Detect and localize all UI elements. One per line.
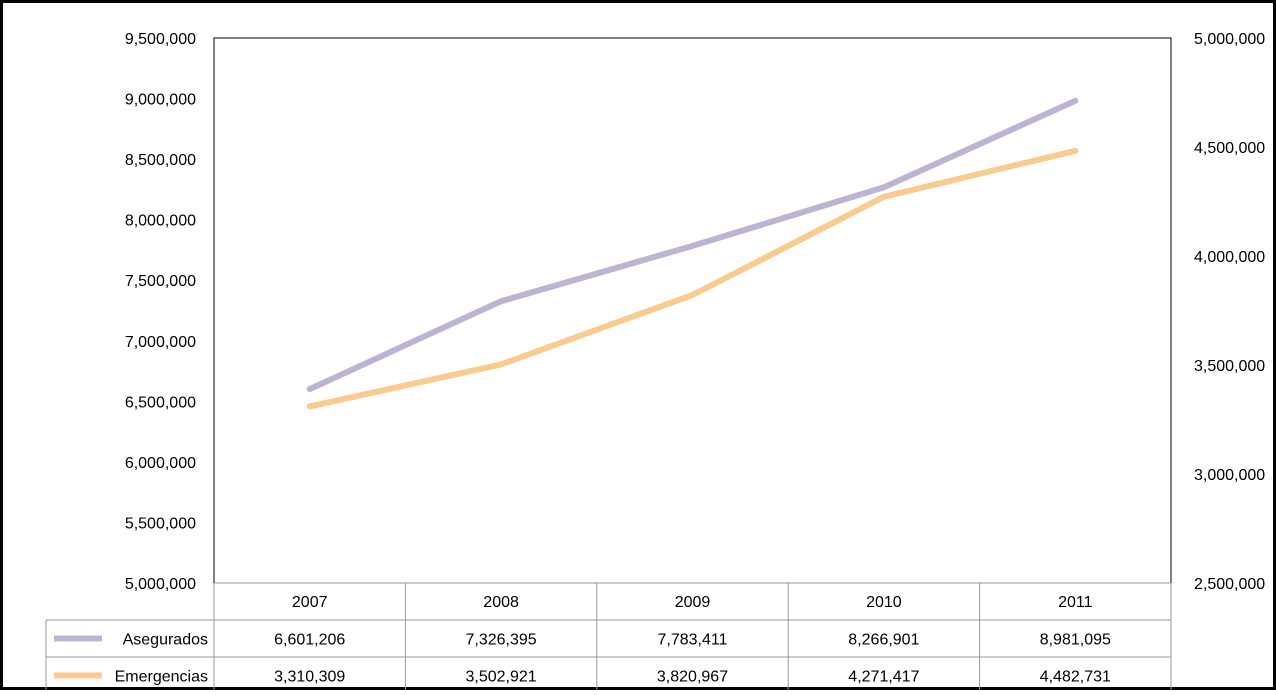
left-tick-label: 8,000,000 bbox=[125, 213, 196, 230]
left-tick-label: 7,500,000 bbox=[125, 273, 196, 290]
category-label: 2010 bbox=[866, 594, 902, 611]
data-label: 4,271,417 bbox=[848, 669, 919, 686]
data-table: 2007 2008 2009 2010 2011 Asegurados 6,601,206 7… bbox=[45, 582, 1172, 695]
left-tick-label: 6,500,000 bbox=[125, 394, 196, 411]
right-tick-label: 5,000,000 bbox=[1194, 31, 1265, 48]
legend-label: Asegurados bbox=[123, 632, 208, 649]
data-label: 8,266,901 bbox=[848, 632, 919, 649]
right-tick-label: 2,500,000 bbox=[1194, 576, 1265, 593]
series-line-asegurados bbox=[306, 97, 1079, 393]
left-tick-label: 9,500,000 bbox=[125, 31, 196, 48]
category-label: 2011 bbox=[1058, 594, 1093, 611]
data-label: 3,502,921 bbox=[466, 669, 537, 686]
left-tick-label: 7,000,000 bbox=[125, 334, 196, 351]
right-tick-label: 4,000,000 bbox=[1194, 249, 1265, 266]
right-axis-ticks: 2,500,000 3,000,000 3,500,000 4,000,000 4,50… bbox=[1194, 31, 1265, 593]
right-tick-label: 4,500,000 bbox=[1194, 140, 1265, 157]
legend-label: Emergencias bbox=[115, 669, 208, 686]
right-tick-label: 3,000,000 bbox=[1194, 467, 1265, 484]
series-line-emergencias bbox=[306, 147, 1079, 410]
left-tick-label: 8,500,000 bbox=[125, 152, 196, 169]
left-axis-ticks: 5,000,000 5,500,000 6,000,000 6,500,000 7,00… bbox=[125, 31, 196, 593]
data-label: 3,820,967 bbox=[657, 669, 728, 686]
data-label: 7,783,411 bbox=[658, 632, 728, 649]
series-lines bbox=[306, 97, 1079, 410]
data-label: 8,981,095 bbox=[1040, 632, 1111, 649]
data-label: 6,601,206 bbox=[274, 632, 345, 649]
left-tick-label: 5,500,000 bbox=[125, 515, 196, 532]
right-tick-label: 3,500,000 bbox=[1194, 358, 1265, 375]
data-label: 3,310,309 bbox=[274, 669, 345, 686]
left-tick-label: 9,000,000 bbox=[125, 92, 196, 109]
data-label: 7,326,395 bbox=[466, 632, 537, 649]
category-label: 2007 bbox=[292, 594, 328, 611]
data-label: 4,482,731 bbox=[1040, 669, 1111, 686]
left-tick-label: 6,000,000 bbox=[125, 455, 196, 472]
left-tick-label: 5,000,000 bbox=[125, 576, 196, 593]
category-label: 2009 bbox=[675, 594, 711, 611]
category-label: 2008 bbox=[483, 594, 519, 611]
